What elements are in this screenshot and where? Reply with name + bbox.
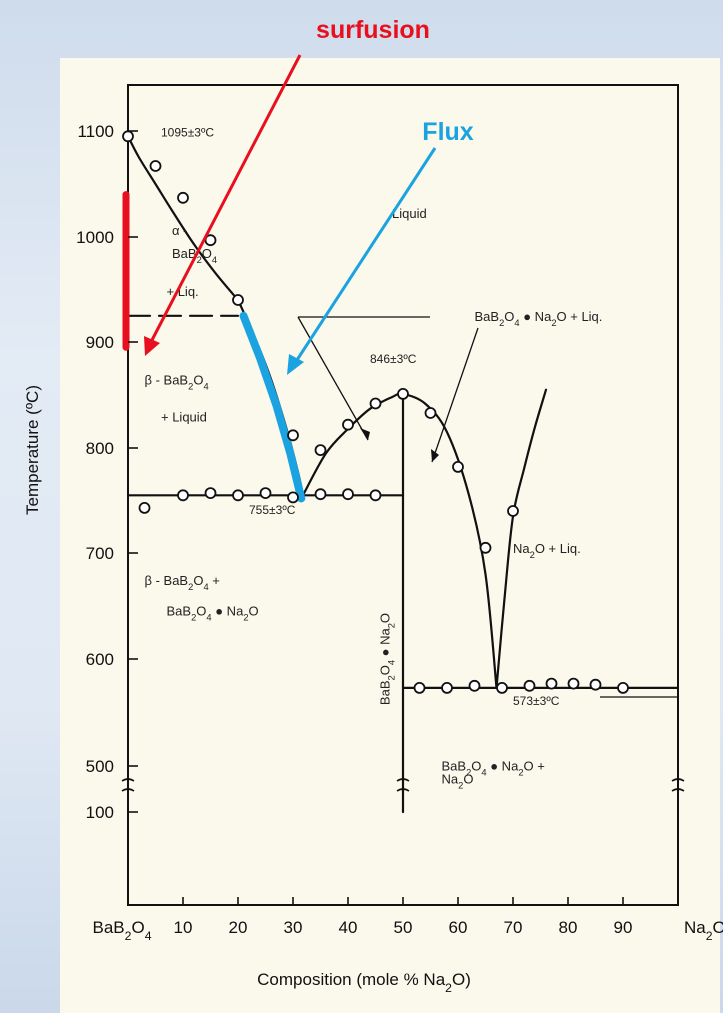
data-point bbox=[287, 491, 299, 504]
x-axis-title: Composition (mole % Na2O) bbox=[257, 970, 471, 995]
data-point bbox=[479, 541, 492, 554]
annotation-label: Na2O bbox=[442, 772, 474, 791]
data-point bbox=[232, 489, 244, 502]
y-tick-label: 100 bbox=[86, 803, 114, 822]
annotation-label: Na2O + Liq. bbox=[513, 541, 581, 560]
data-point bbox=[397, 387, 409, 400]
surfusion-callout-label: surfusion bbox=[316, 16, 430, 44]
data-point-layer bbox=[122, 130, 629, 694]
data-point bbox=[232, 294, 244, 306]
surfusion-arrowhead bbox=[144, 336, 160, 356]
y-tick-label: 700 bbox=[86, 544, 114, 563]
flux-callout-label: Flux bbox=[422, 118, 473, 146]
x-tick-label: 60 bbox=[449, 918, 468, 937]
annotation-label: BaB2O4 ● Na2O bbox=[167, 604, 259, 623]
x-tick-label: 80 bbox=[559, 918, 578, 937]
x-tick-label: 40 bbox=[339, 918, 358, 937]
x-tick-label: BaB2O4 bbox=[93, 918, 152, 943]
data-point bbox=[452, 460, 464, 473]
annotation-label: 846±3ºC bbox=[370, 352, 417, 366]
data-point bbox=[441, 682, 453, 694]
x-tick-label: 30 bbox=[284, 918, 303, 937]
x-tick-label: 50 bbox=[394, 918, 413, 937]
flux-highlight bbox=[239, 311, 306, 503]
annotation-label: β - BaB2O4 + bbox=[145, 573, 220, 592]
axis-break-mark bbox=[671, 778, 685, 792]
data-point bbox=[424, 407, 437, 419]
x-tick-label: Na2O bbox=[684, 918, 723, 943]
pointer-arrowhead-left bbox=[360, 428, 370, 440]
data-point bbox=[149, 160, 162, 172]
annotation-label: BaB2O4 bbox=[172, 246, 217, 265]
data-point bbox=[617, 682, 629, 694]
data-point bbox=[496, 682, 508, 694]
y-tick-label: 500 bbox=[86, 757, 114, 776]
annotation-label: α - bbox=[172, 223, 187, 238]
annotation-label: 755±3ºC bbox=[249, 503, 296, 517]
data-point bbox=[468, 679, 481, 692]
annotation-layer: 1095±3ºC Liquid α - BaB2O4 + Liq. BaB2O4 ● Na… bbox=[145, 125, 603, 790]
data-point bbox=[523, 679, 536, 692]
callout-layer: surfusion Flux bbox=[144, 16, 474, 375]
x-tick-label: 20 bbox=[229, 918, 248, 937]
data-point bbox=[177, 191, 189, 204]
annotation-label: β - BaB2O4 bbox=[145, 372, 209, 391]
flux-arrowhead bbox=[287, 354, 304, 375]
y-tick-label: 800 bbox=[86, 439, 114, 458]
data-point bbox=[545, 677, 558, 690]
pointer-arrowhead-right bbox=[431, 449, 439, 462]
scan-paper bbox=[60, 58, 720, 1013]
data-point bbox=[259, 487, 272, 500]
y-tick-label: 1000 bbox=[76, 228, 114, 247]
axes-layer: BaB2O4 10 20 30 40 50 60 70 80 90 Na2O 1100 1000 900 8… bbox=[23, 122, 723, 995]
surfusion-arrow bbox=[149, 54, 302, 343]
data-point bbox=[589, 678, 602, 691]
data-point bbox=[122, 130, 134, 143]
data-point bbox=[369, 489, 382, 502]
x-tick-label: 10 bbox=[174, 918, 193, 937]
data-point bbox=[177, 489, 189, 502]
annotation-label: BaB2O4 ● Na2O + bbox=[442, 759, 545, 778]
annotation-label: 1095±3ºC bbox=[161, 125, 214, 139]
data-point bbox=[204, 487, 217, 500]
pointer-to-left-region bbox=[297, 316, 369, 441]
pointer-arrows bbox=[297, 316, 678, 698]
data-point bbox=[369, 397, 382, 410]
data-point bbox=[342, 418, 354, 431]
pointer-to-right-region bbox=[431, 327, 479, 463]
data-point bbox=[287, 429, 299, 442]
flux-arrow bbox=[295, 147, 437, 361]
y-tick-label: 900 bbox=[86, 333, 114, 352]
x-tick-label: 70 bbox=[504, 918, 523, 937]
data-point bbox=[314, 444, 327, 457]
axis-break-mark bbox=[121, 778, 135, 792]
data-point bbox=[413, 682, 426, 694]
data-point bbox=[567, 677, 580, 690]
data-point bbox=[138, 501, 151, 514]
annotation-label: + Liq. bbox=[167, 284, 199, 299]
annotation-label: 573±3ºC bbox=[513, 694, 560, 708]
data-point bbox=[314, 488, 327, 501]
y-tick-label: 600 bbox=[86, 650, 114, 669]
compound-vertical-label: BaB2O4 ● Na2O bbox=[377, 613, 396, 705]
data-point bbox=[507, 505, 519, 517]
annotation-label: BaB2O4 ● Na2O + Liq. bbox=[475, 309, 603, 328]
data-point bbox=[342, 488, 354, 501]
annotation-label: Liquid bbox=[392, 206, 427, 221]
annotation-label: + Liquid bbox=[161, 410, 207, 425]
y-tick-label: 1100 bbox=[77, 122, 114, 141]
axis-break-mark bbox=[396, 778, 410, 792]
x-tick-label: 90 bbox=[614, 918, 633, 937]
y-axis-title: Temperature (ºC) bbox=[23, 385, 42, 515]
series-liquidus-bab2o4 bbox=[126, 135, 240, 302]
highlight-layer bbox=[122, 191, 306, 503]
series-liquidus-na2o bbox=[495, 388, 548, 689]
